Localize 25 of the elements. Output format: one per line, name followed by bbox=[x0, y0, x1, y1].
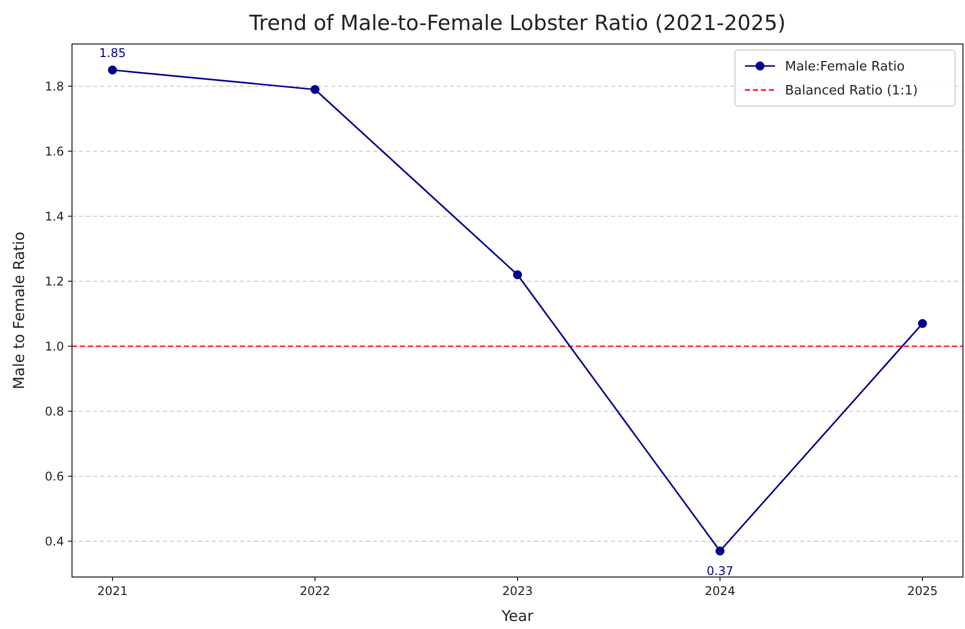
point bbox=[716, 546, 724, 556]
x-tick-label: 2022 bbox=[300, 584, 330, 598]
point bbox=[918, 319, 927, 328]
x-tick-label: 2023 bbox=[502, 584, 533, 598]
y-tick-label: 1.2 bbox=[44, 274, 64, 288]
x-tick-label: 2024 bbox=[704, 584, 736, 598]
y-tick-label: 1.6 bbox=[44, 144, 64, 158]
y-tick-label: 0.4 bbox=[44, 534, 64, 548]
chart-title: Trend of Male-to-Female Lobster Ratio (2021-2025) bbox=[248, 11, 786, 35]
y-axis-title: Male to Female Ratio bbox=[10, 232, 28, 390]
y-tick-label: 1.8 bbox=[44, 79, 64, 94]
point bbox=[310, 85, 320, 94]
y-tick-label: 0.8 bbox=[44, 404, 64, 418]
x-tick-label: 2025 bbox=[907, 584, 938, 598]
legend-label: Male:Female Ratio bbox=[785, 60, 905, 74]
x-tick-label: 2021 bbox=[97, 584, 128, 598]
y-tick-label: 1.4 bbox=[44, 209, 64, 224]
point bbox=[513, 270, 522, 280]
y-tick-label: 0.6 bbox=[44, 469, 64, 484]
y-tick-label: 1.0 bbox=[44, 339, 64, 354]
legend-label: Balanced Ratio (1:1) bbox=[785, 84, 918, 98]
x-axis-title: Year bbox=[500, 607, 534, 625]
point bbox=[108, 66, 117, 74]
data-label: 0.37 bbox=[706, 564, 734, 578]
data-label: 1.85 bbox=[99, 46, 126, 60]
